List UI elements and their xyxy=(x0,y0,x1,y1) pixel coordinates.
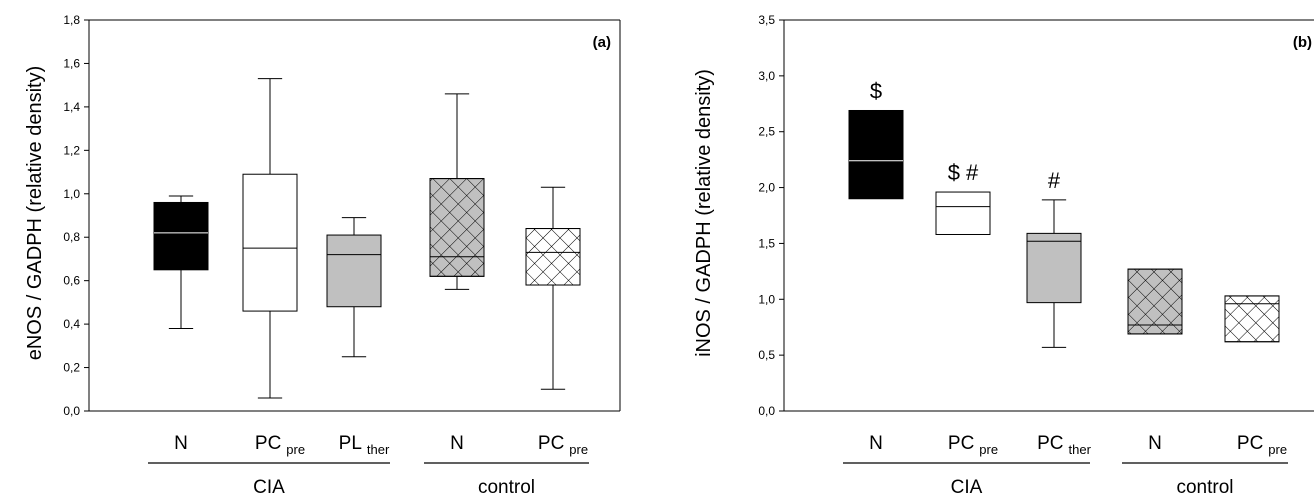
panel-a-box-1 xyxy=(153,195,209,329)
panel-a-box-5 xyxy=(525,186,581,390)
panel-b-box-4 xyxy=(1127,268,1183,335)
panel-b-tick-label: 3,0 xyxy=(758,69,775,83)
panel-b-group-label: CIA xyxy=(951,477,983,498)
panel-b-boxes: $ $ # # xyxy=(848,78,1280,348)
panel-b-category-label: PC pre xyxy=(1237,433,1287,457)
panel-a-category-label: N xyxy=(450,433,464,454)
panel-b-tick-label: 2,5 xyxy=(758,125,775,139)
panel-b-yaxis: 0,0 0,5 1,0 1,5 2,0 2,5 3,0 3,5 xyxy=(758,13,1314,418)
panel-b-box-5 xyxy=(1224,295,1280,343)
panel-a-category-label: PL ther xyxy=(339,433,390,457)
box-body xyxy=(848,109,904,200)
panel-a-tick-label: 0,4 xyxy=(63,317,80,331)
panel-a-tick-label: 1,4 xyxy=(63,100,80,114)
significance-annotation: $ # xyxy=(948,160,979,185)
panel-a-category-label: PC pre xyxy=(255,433,305,457)
panel-b-label: (b) xyxy=(1293,34,1312,51)
panel-a-category-label: N xyxy=(174,433,188,454)
panel-a-tick-label: 0,8 xyxy=(63,230,80,244)
panel-b-tick-label: 2,0 xyxy=(758,181,775,195)
panel-a-box-3 xyxy=(326,217,382,358)
box-body xyxy=(935,191,991,235)
panel-b-tick-label: 3,5 xyxy=(758,13,775,27)
panel-b-category-label: N xyxy=(869,433,883,454)
panel-a-xlabels: N PC pre PL ther N PC pre CIA control xyxy=(148,433,589,498)
panel-b-category-label: N xyxy=(1148,433,1162,454)
panel-a-yaxis: 0,0 0,2 0,4 0,6 0,8 1,0 1,2 1,4 1,6 1,8 xyxy=(63,13,621,418)
box-hatch xyxy=(1127,268,1183,335)
panel-a-category-label: PC pre xyxy=(538,433,588,457)
panel-a-box-2 xyxy=(242,78,298,399)
panel-a-boxes xyxy=(153,78,581,399)
panel-a-tick-label: 0,0 xyxy=(63,404,80,418)
panel-a-tick-label: 0,6 xyxy=(63,274,80,288)
panel-b-category-label: PC pre xyxy=(948,433,998,457)
box-hatch xyxy=(525,228,581,286)
panel-a-box-4 xyxy=(429,93,485,290)
panel-b-group-label: control xyxy=(1176,477,1233,498)
significance-annotation: $ xyxy=(870,78,882,103)
panel-b-box-1: $ xyxy=(848,78,904,200)
panel-a-tick-label: 1,0 xyxy=(63,187,80,201)
panel-a-group-label: CIA xyxy=(253,477,285,498)
panel-b-box-3: # xyxy=(1026,168,1082,348)
panel-b-tick-label: 0,0 xyxy=(758,404,775,418)
panel-a-tick-label: 0,2 xyxy=(63,361,80,375)
panel-b-box-2: $ # xyxy=(935,160,991,235)
panel-b-ylabel: iNOS / GADPH (relative density) xyxy=(693,69,715,357)
panel-a-label: (a) xyxy=(593,34,611,51)
box-body xyxy=(1026,232,1082,304)
panel-b-tick-label: 0,5 xyxy=(758,348,775,362)
panel-b-category-label: PC ther xyxy=(1037,433,1091,457)
box-body xyxy=(242,173,298,312)
panel-a-tick-label: 1,2 xyxy=(63,143,80,157)
box-body xyxy=(153,201,209,271)
panel-b-tick-label: 1,0 xyxy=(758,292,775,306)
box-hatch xyxy=(1224,295,1280,343)
panel-a-ylabel: eNOS / GADPH (relative density) xyxy=(24,66,46,361)
panel-b-tick-label: 1,5 xyxy=(758,236,775,250)
panel-b: iNOS / GADPH (relative density) 0,0 0,5 1,… xyxy=(693,13,1314,498)
significance-annotation: # xyxy=(1048,168,1061,193)
panel-a-tick-label: 1,6 xyxy=(63,56,80,70)
panel-a-group-label: control xyxy=(478,477,535,498)
panel-a: eNOS / GADPH (relative density) 0,00,20,… xyxy=(24,13,621,498)
panel-b-xlabels: N PC pre PC ther N PC pre CIA control xyxy=(843,433,1288,498)
box-body xyxy=(326,234,382,308)
panel-a-tick-label: 1,8 xyxy=(63,13,80,27)
box-hatch xyxy=(429,178,485,277)
